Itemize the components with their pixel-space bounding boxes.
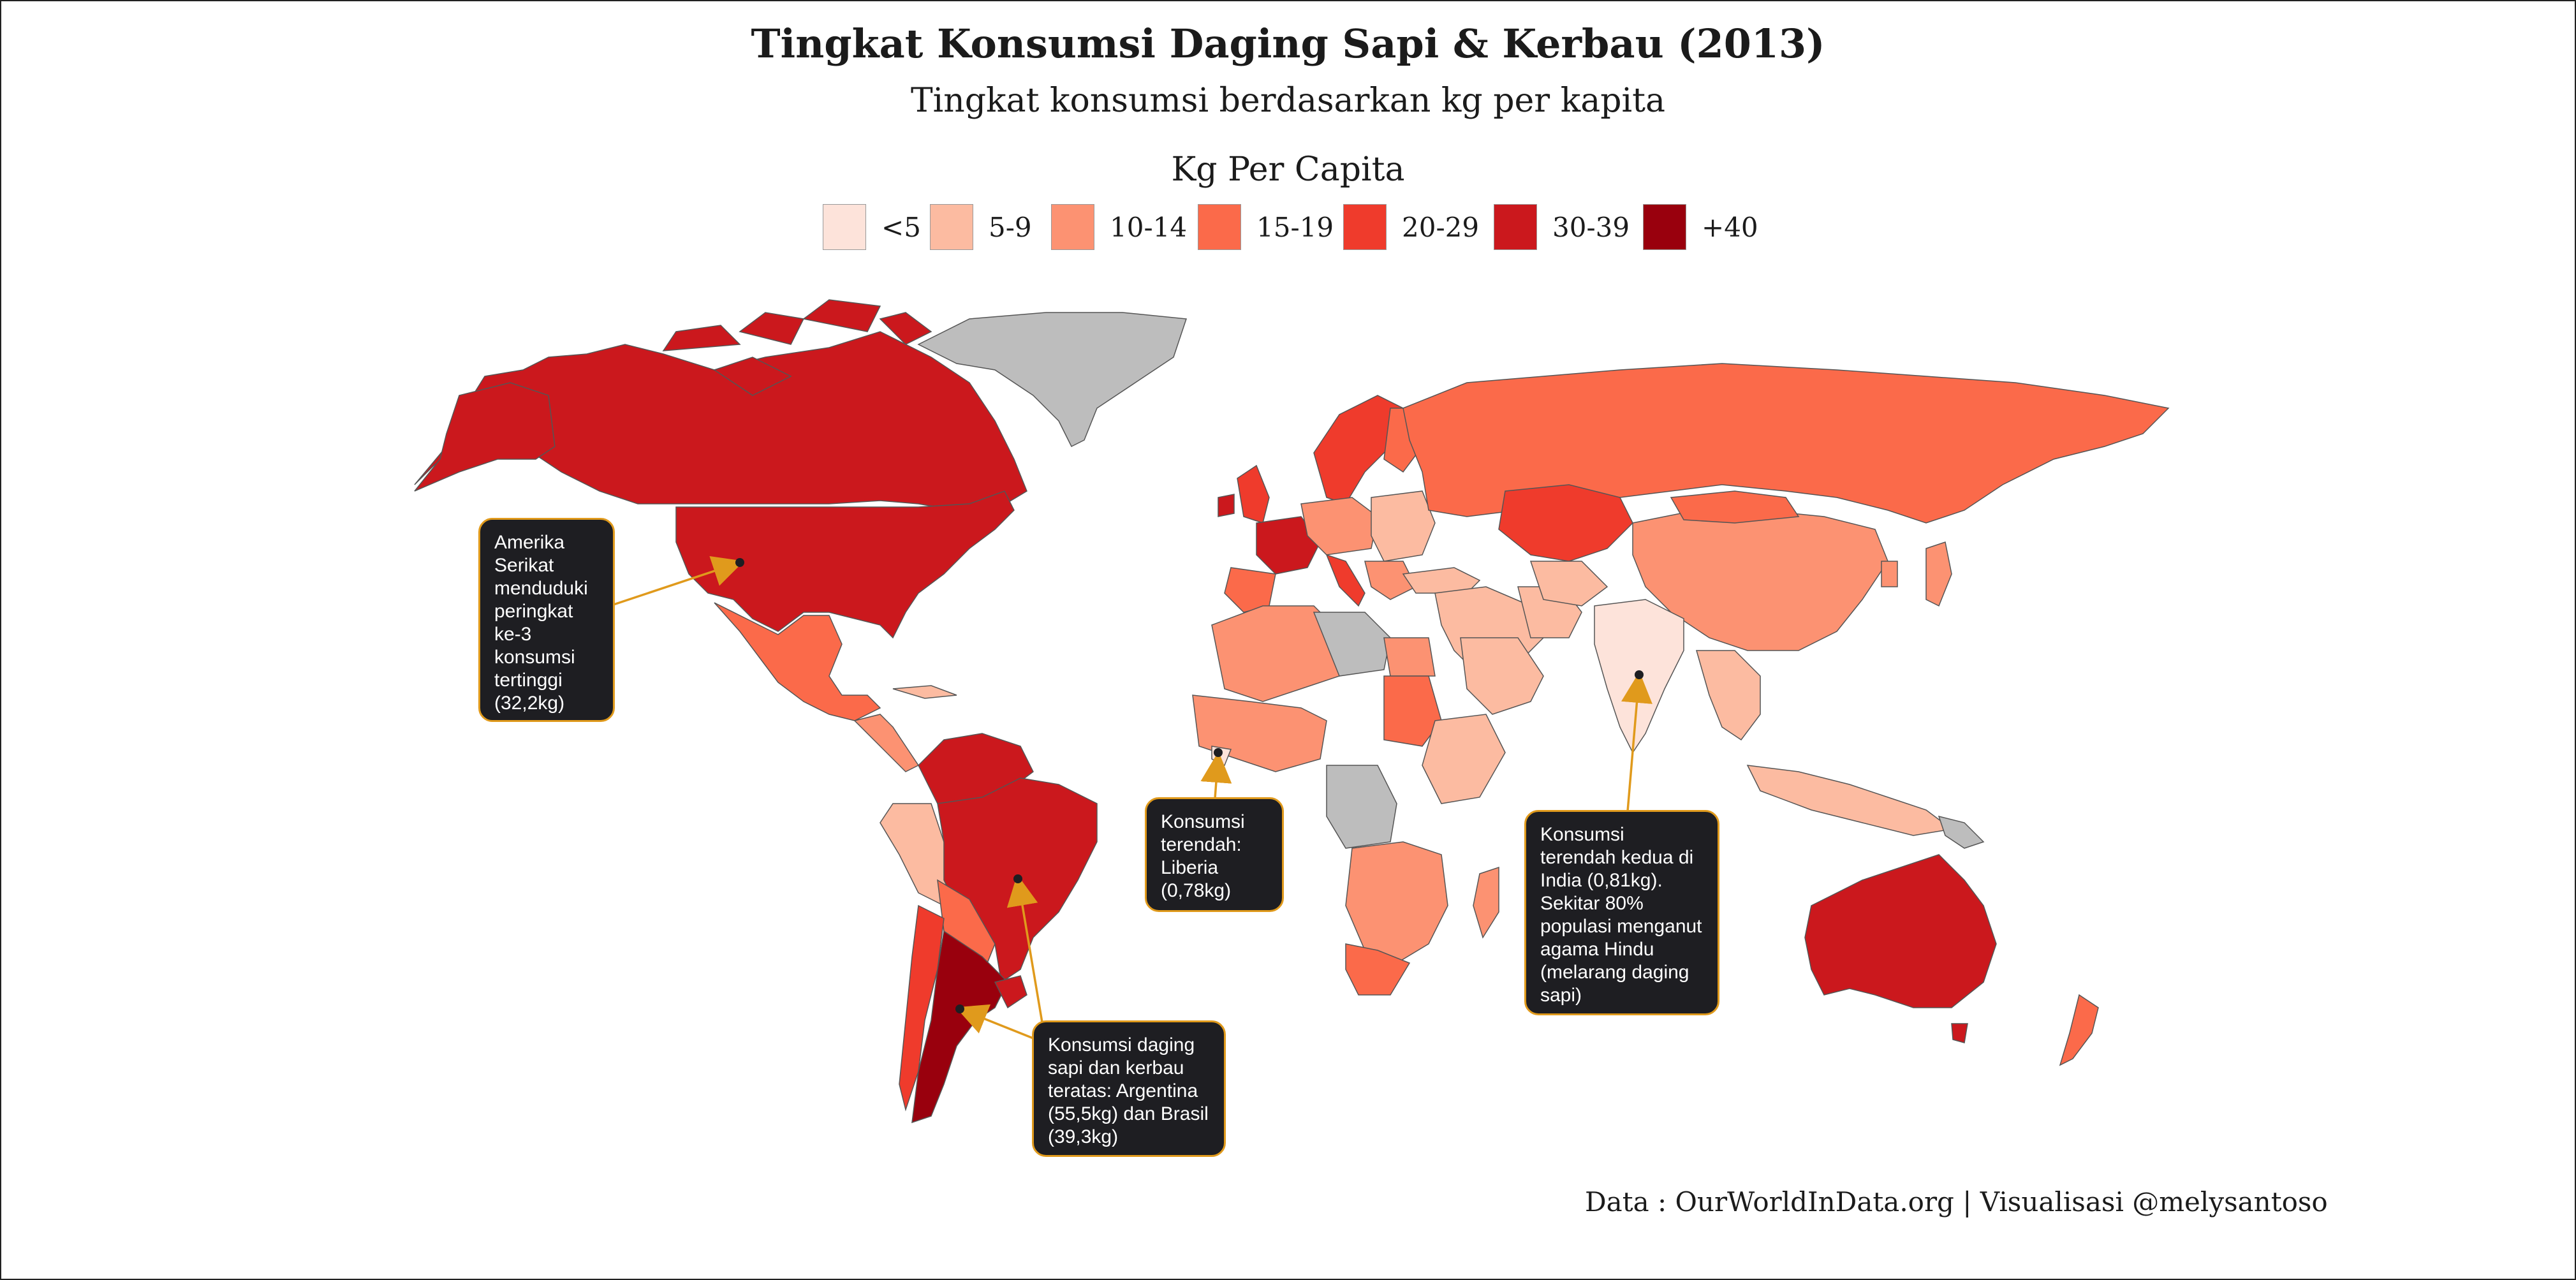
- central-europe: [1300, 497, 1378, 555]
- central-asia: [1529, 561, 1608, 607]
- tasmania: [1951, 1023, 1968, 1043]
- mexico: [714, 602, 881, 721]
- marker-argentina: [955, 1004, 964, 1013]
- east-africa: [1422, 714, 1506, 804]
- arrow-usa: [613, 556, 744, 606]
- legend-swatch: [930, 204, 973, 250]
- data-credit: Data : OurWorldInData.org | Visualisasi …: [1585, 1186, 2328, 1217]
- legend-swatch: [1643, 204, 1686, 250]
- legend-swatch: [1494, 204, 1537, 250]
- legend-label: <5: [881, 212, 921, 243]
- australia: [1804, 854, 1997, 1008]
- chart-title: Tingkat Konsumsi Daging Sapi & Kerbau (2…: [751, 20, 1825, 67]
- uk: [1237, 464, 1270, 524]
- callout-argentina: Konsumsi daging sapi dan kerbau teratas:…: [1032, 1020, 1226, 1157]
- arrow-india: [1621, 672, 1652, 812]
- usa: [675, 490, 1015, 639]
- japan: [1925, 541, 1952, 607]
- indonesia: [1746, 765, 1953, 836]
- papua: [1938, 815, 1985, 849]
- legend-label: 20-29: [1402, 212, 1480, 243]
- legend-label: 10-14: [1110, 212, 1188, 243]
- arrow-argentina: [955, 1004, 1034, 1040]
- alaska: [414, 382, 556, 492]
- southern-africa: [1345, 841, 1448, 964]
- west-africa: [1192, 695, 1327, 772]
- south-africa: [1345, 943, 1411, 996]
- madagascar: [1473, 866, 1499, 939]
- turkey: [1402, 567, 1481, 594]
- arrow-brazil: [1006, 874, 1043, 1023]
- new-zealand: [2059, 994, 2099, 1066]
- central-africa: [1326, 765, 1397, 849]
- canada-arctic-islands: [662, 299, 932, 396]
- balkans: [1364, 561, 1417, 600]
- marker-usa: [735, 558, 744, 567]
- legend-label: 5-9: [989, 212, 1032, 243]
- korea: [1881, 561, 1898, 587]
- southeast-asia: [1696, 650, 1761, 741]
- mongolia: [1670, 490, 1800, 524]
- arabia: [1460, 637, 1544, 715]
- legend-swatch: [1051, 204, 1094, 250]
- callout-usa: Amerika Serikat menduduki peringkat ke-3…: [478, 518, 615, 722]
- legend-swatch: [823, 204, 866, 250]
- central-america: [853, 714, 920, 772]
- chile: [899, 904, 945, 1112]
- marker-liberia: [1214, 748, 1223, 757]
- italy: [1325, 554, 1365, 607]
- legend-swatch: [1198, 204, 1241, 250]
- uruguay: [994, 975, 1027, 1009]
- france: [1256, 516, 1321, 575]
- callout-india: Konsumsi terendah kedua di India (0,81kg…: [1524, 810, 1719, 1015]
- libya: [1313, 612, 1391, 677]
- egypt: [1383, 637, 1436, 677]
- legend-label: 30-39: [1552, 212, 1630, 243]
- greenland: [917, 312, 1188, 448]
- eastern-europe: [1371, 490, 1436, 562]
- marker-brazil: [1013, 874, 1022, 883]
- legend-label: 15-19: [1256, 212, 1334, 243]
- ireland: [1218, 494, 1235, 517]
- legend-swatch: [1343, 204, 1387, 250]
- chart-subtitle: Tingkat konsumsi berdasarkan kg per kapi…: [910, 82, 1666, 120]
- russia: [1402, 363, 2170, 524]
- callout-liberia: Konsumsi terendah: Liberia (0,78kg): [1145, 797, 1284, 912]
- legend-title: Kg Per Capita: [1171, 151, 1405, 189]
- cuba: [892, 685, 957, 699]
- liberia: [1211, 746, 1232, 767]
- arrow-liberia: [1200, 751, 1232, 799]
- kazakhstan: [1498, 484, 1633, 562]
- legend-label: +40: [1702, 212, 1758, 243]
- marker-india: [1635, 670, 1644, 679]
